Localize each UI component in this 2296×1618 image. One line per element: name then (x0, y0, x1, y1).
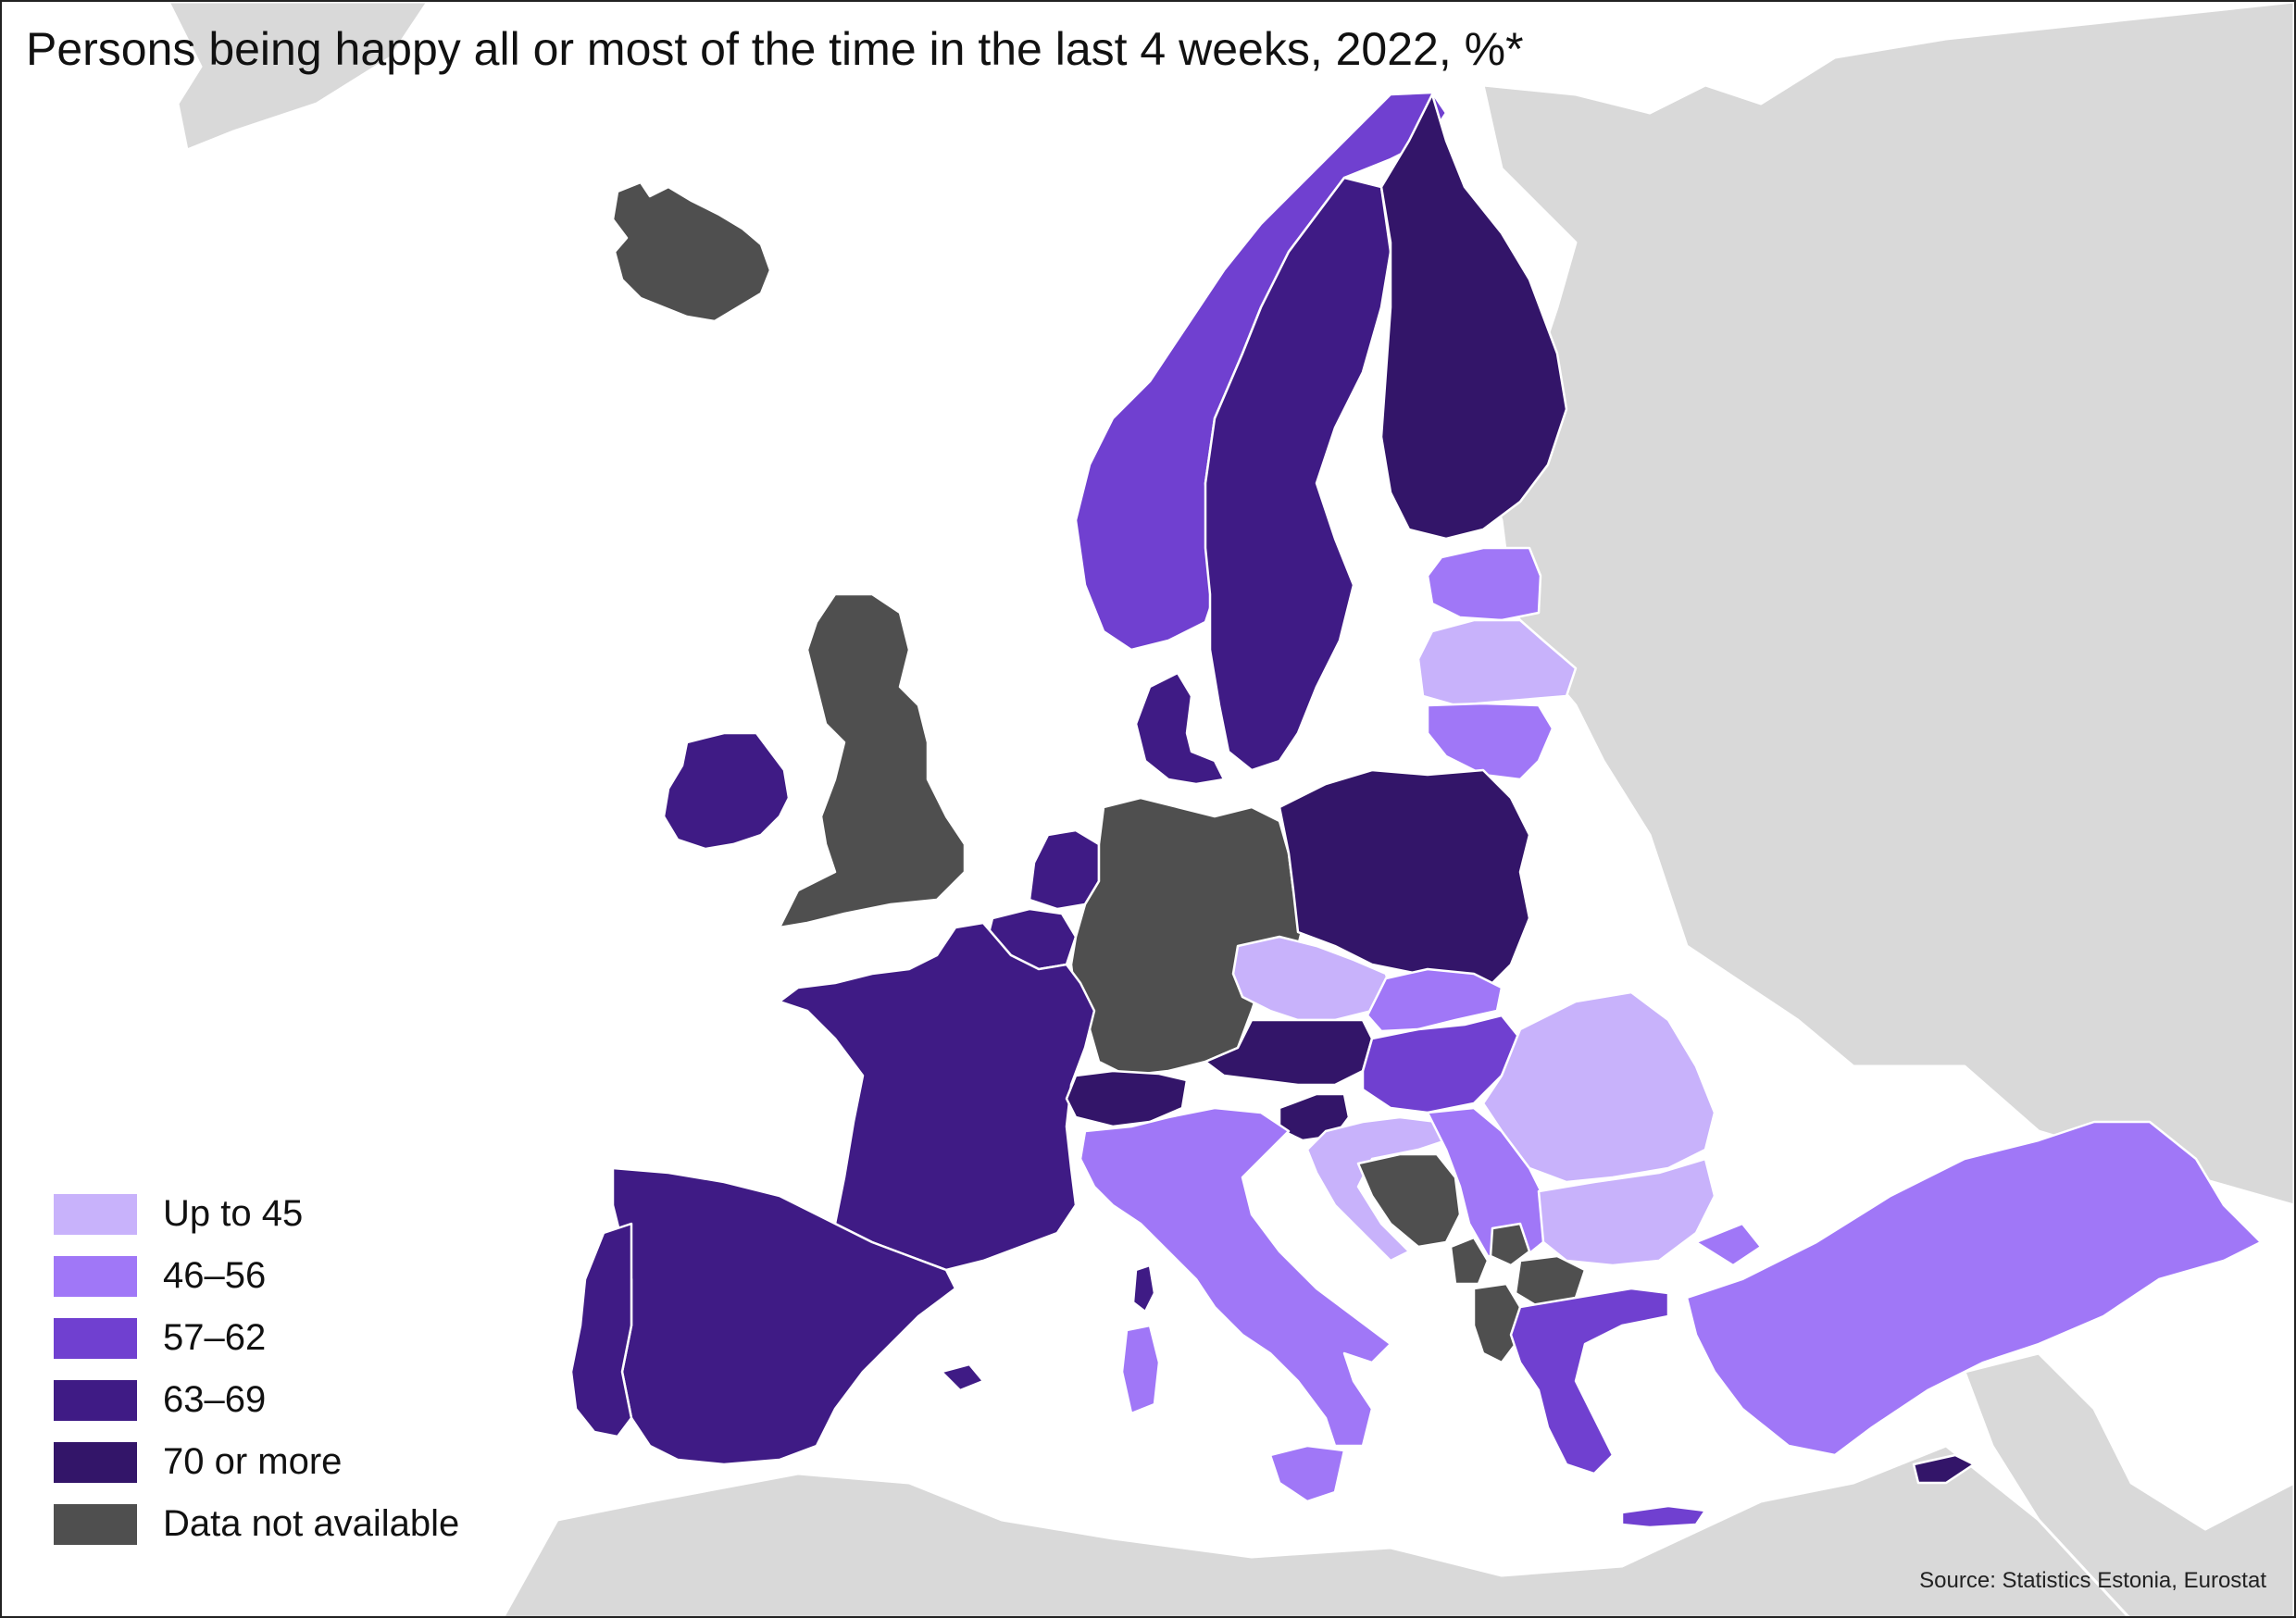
legend-item: Data not available (54, 1493, 459, 1555)
serbia-region (1426, 1106, 1550, 1263)
greece-region (1509, 1287, 1670, 1475)
portugal-region (569, 1222, 633, 1438)
legend-label: 63–69 (163, 1379, 267, 1420)
legend-swatch (54, 1441, 137, 1483)
poland-region (1278, 768, 1531, 985)
norway-region (1074, 91, 1448, 652)
legend-swatch (54, 1255, 137, 1297)
kosovo-region (1489, 1222, 1531, 1267)
legend-label: Up to 45 (163, 1193, 304, 1234)
turkey-region (1685, 1120, 2263, 1457)
legend-label: 46–56 (163, 1255, 267, 1296)
switzerland-region (1065, 1069, 1189, 1128)
estonia-region (1426, 546, 1542, 622)
corsica-region (1131, 1263, 1156, 1313)
lithuania-region (1426, 702, 1554, 781)
legend-swatch (54, 1193, 137, 1235)
legend-item: 46–56 (54, 1245, 459, 1307)
bosnia-region (1356, 1152, 1462, 1249)
slovakia-region (1366, 967, 1504, 1033)
latvia-region (1416, 618, 1578, 707)
legend-item: 70 or more (54, 1431, 459, 1493)
map-title: Persons being happy all or most of the t… (26, 23, 1524, 75)
middle-east-land (1963, 1351, 2294, 1616)
finland-region (1379, 93, 1568, 541)
albania-region (1472, 1282, 1522, 1364)
source-note: Source: Statistics Estonia, Eurostat (1919, 1568, 2266, 1593)
legend-item: 63–69 (54, 1369, 459, 1431)
non-eu-land (167, 2, 2294, 1616)
covered-countries (569, 91, 2263, 1529)
france-region (778, 921, 1096, 1272)
balearic-region (940, 1363, 985, 1392)
legend-swatch (54, 1317, 137, 1359)
legend-label: 57–62 (163, 1317, 267, 1358)
italy-region (1079, 1106, 1392, 1448)
crete-region (1620, 1504, 1707, 1529)
legend-label: Data not available (163, 1503, 460, 1544)
greenland-land (167, 2, 430, 152)
ireland-region (662, 731, 791, 851)
legend-item: 57–62 (54, 1307, 459, 1369)
legend-swatch (54, 1503, 137, 1545)
sicily-region (1268, 1444, 1346, 1503)
romania-region (1481, 990, 1716, 1184)
sardinia-region (1120, 1324, 1161, 1415)
austria-region (1204, 1018, 1374, 1087)
iceland-region (611, 180, 772, 323)
legend: Up to 45 46–56 57–62 63–69 70 or more Da… (54, 1183, 459, 1555)
montenegro-region (1449, 1236, 1490, 1286)
croatia-region (1305, 1115, 1448, 1263)
bulgaria-region (1537, 1157, 1716, 1267)
north-africa-land (502, 1444, 2130, 1616)
legend-swatch (54, 1379, 137, 1421)
legend-item: Up to 45 (54, 1183, 459, 1245)
uk-region (778, 592, 967, 929)
sweden-region (1204, 176, 1392, 772)
legend-label: 70 or more (163, 1441, 343, 1482)
cyprus-region (1912, 1453, 1976, 1485)
denmark-region (1134, 671, 1226, 786)
hungary-region (1361, 1014, 1522, 1114)
